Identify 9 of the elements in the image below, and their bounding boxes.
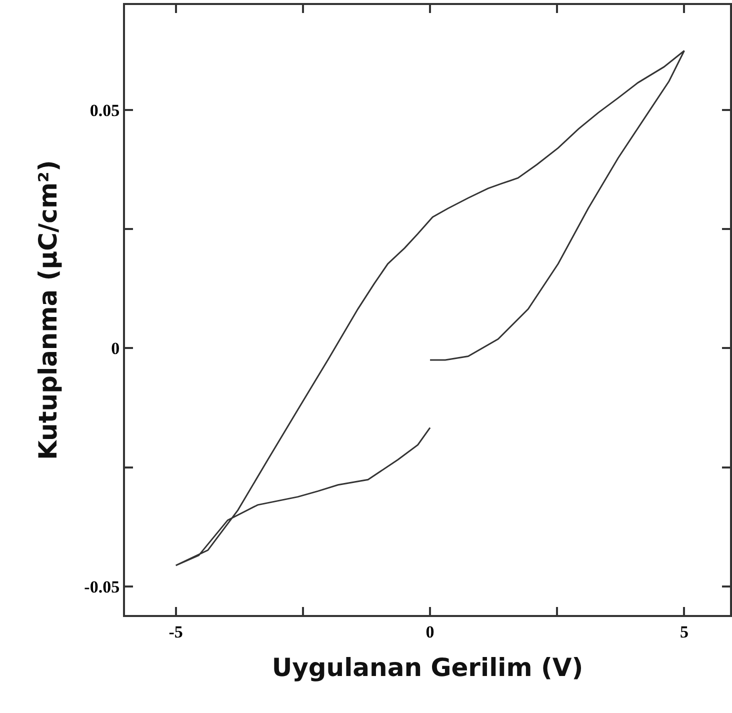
y-axis-title: Kutuplanma (μC/cm²) — [33, 160, 62, 460]
y-tick-label: 0.05 — [90, 100, 120, 120]
line-series — [175, 50, 685, 566]
x-tick-label: -5 — [168, 622, 183, 642]
x-tick-label: 0 — [426, 622, 434, 642]
x-tick-label: 5 — [680, 622, 688, 642]
x-axis-title: Uygulanan Gerilim (V) — [272, 652, 584, 682]
y-tick-label: -0.05 — [84, 577, 120, 596]
y-tick-label: 0 — [111, 339, 120, 358]
